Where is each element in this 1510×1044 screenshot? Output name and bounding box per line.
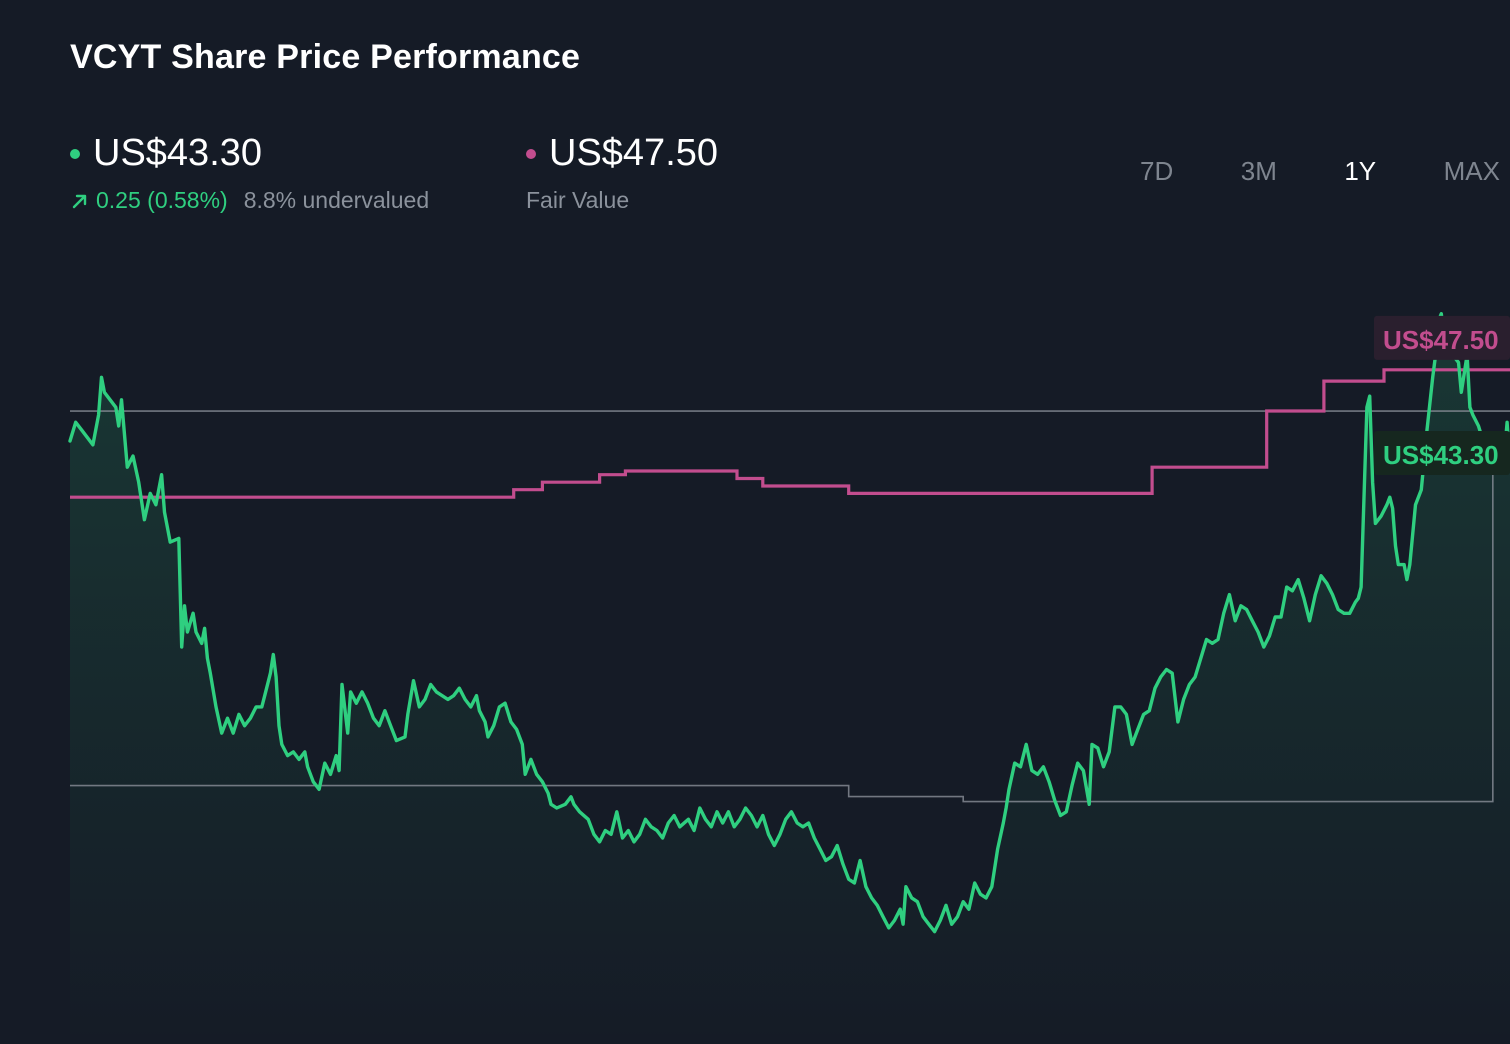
price-area-fill — [70, 313, 1510, 1044]
low-reference-line — [70, 451, 1494, 803]
tab-3m[interactable]: 3M — [1240, 156, 1277, 186]
chart-title: VCYT Share Price Performance — [70, 38, 581, 76]
tab-7d[interactable]: 7D — [1140, 156, 1174, 186]
price-end-label-bg — [1374, 431, 1510, 476]
tab-1y[interactable]: 1Y — [1344, 156, 1377, 186]
price-line — [68, 312, 1510, 934]
fair-value-end-label: US$47.50 — [1383, 325, 1499, 355]
arrow-up-right-icon — [72, 194, 87, 208]
current-price: US$43.30 — [93, 132, 263, 174]
fair-value-end-label-bg — [1374, 315, 1510, 360]
current-price-block: US$43.30 0.25 (0.58%) 8.8% undervalued — [70, 132, 429, 214]
time-range-tabs: 7D 3M 1Y MAX — [1140, 156, 1500, 187]
price-end-label: US$43.30 — [1383, 440, 1499, 470]
fair-value-block: US$47.50 Fair Value — [526, 132, 718, 214]
fair-value-dot — [526, 148, 536, 159]
current-price-dot — [70, 148, 80, 159]
fair-value-price: US$47.50 — [549, 132, 719, 174]
valuation-text: 8.8% undervalued — [243, 187, 430, 213]
price-change-value: 0.25 (0.58%) — [96, 187, 228, 213]
tab-max[interactable]: MAX — [1443, 156, 1500, 186]
price-change: 0.25 (0.58%) — [70, 187, 228, 214]
fair-value-label: Fair Value — [526, 187, 630, 213]
fair-value-line — [70, 368, 1510, 499]
